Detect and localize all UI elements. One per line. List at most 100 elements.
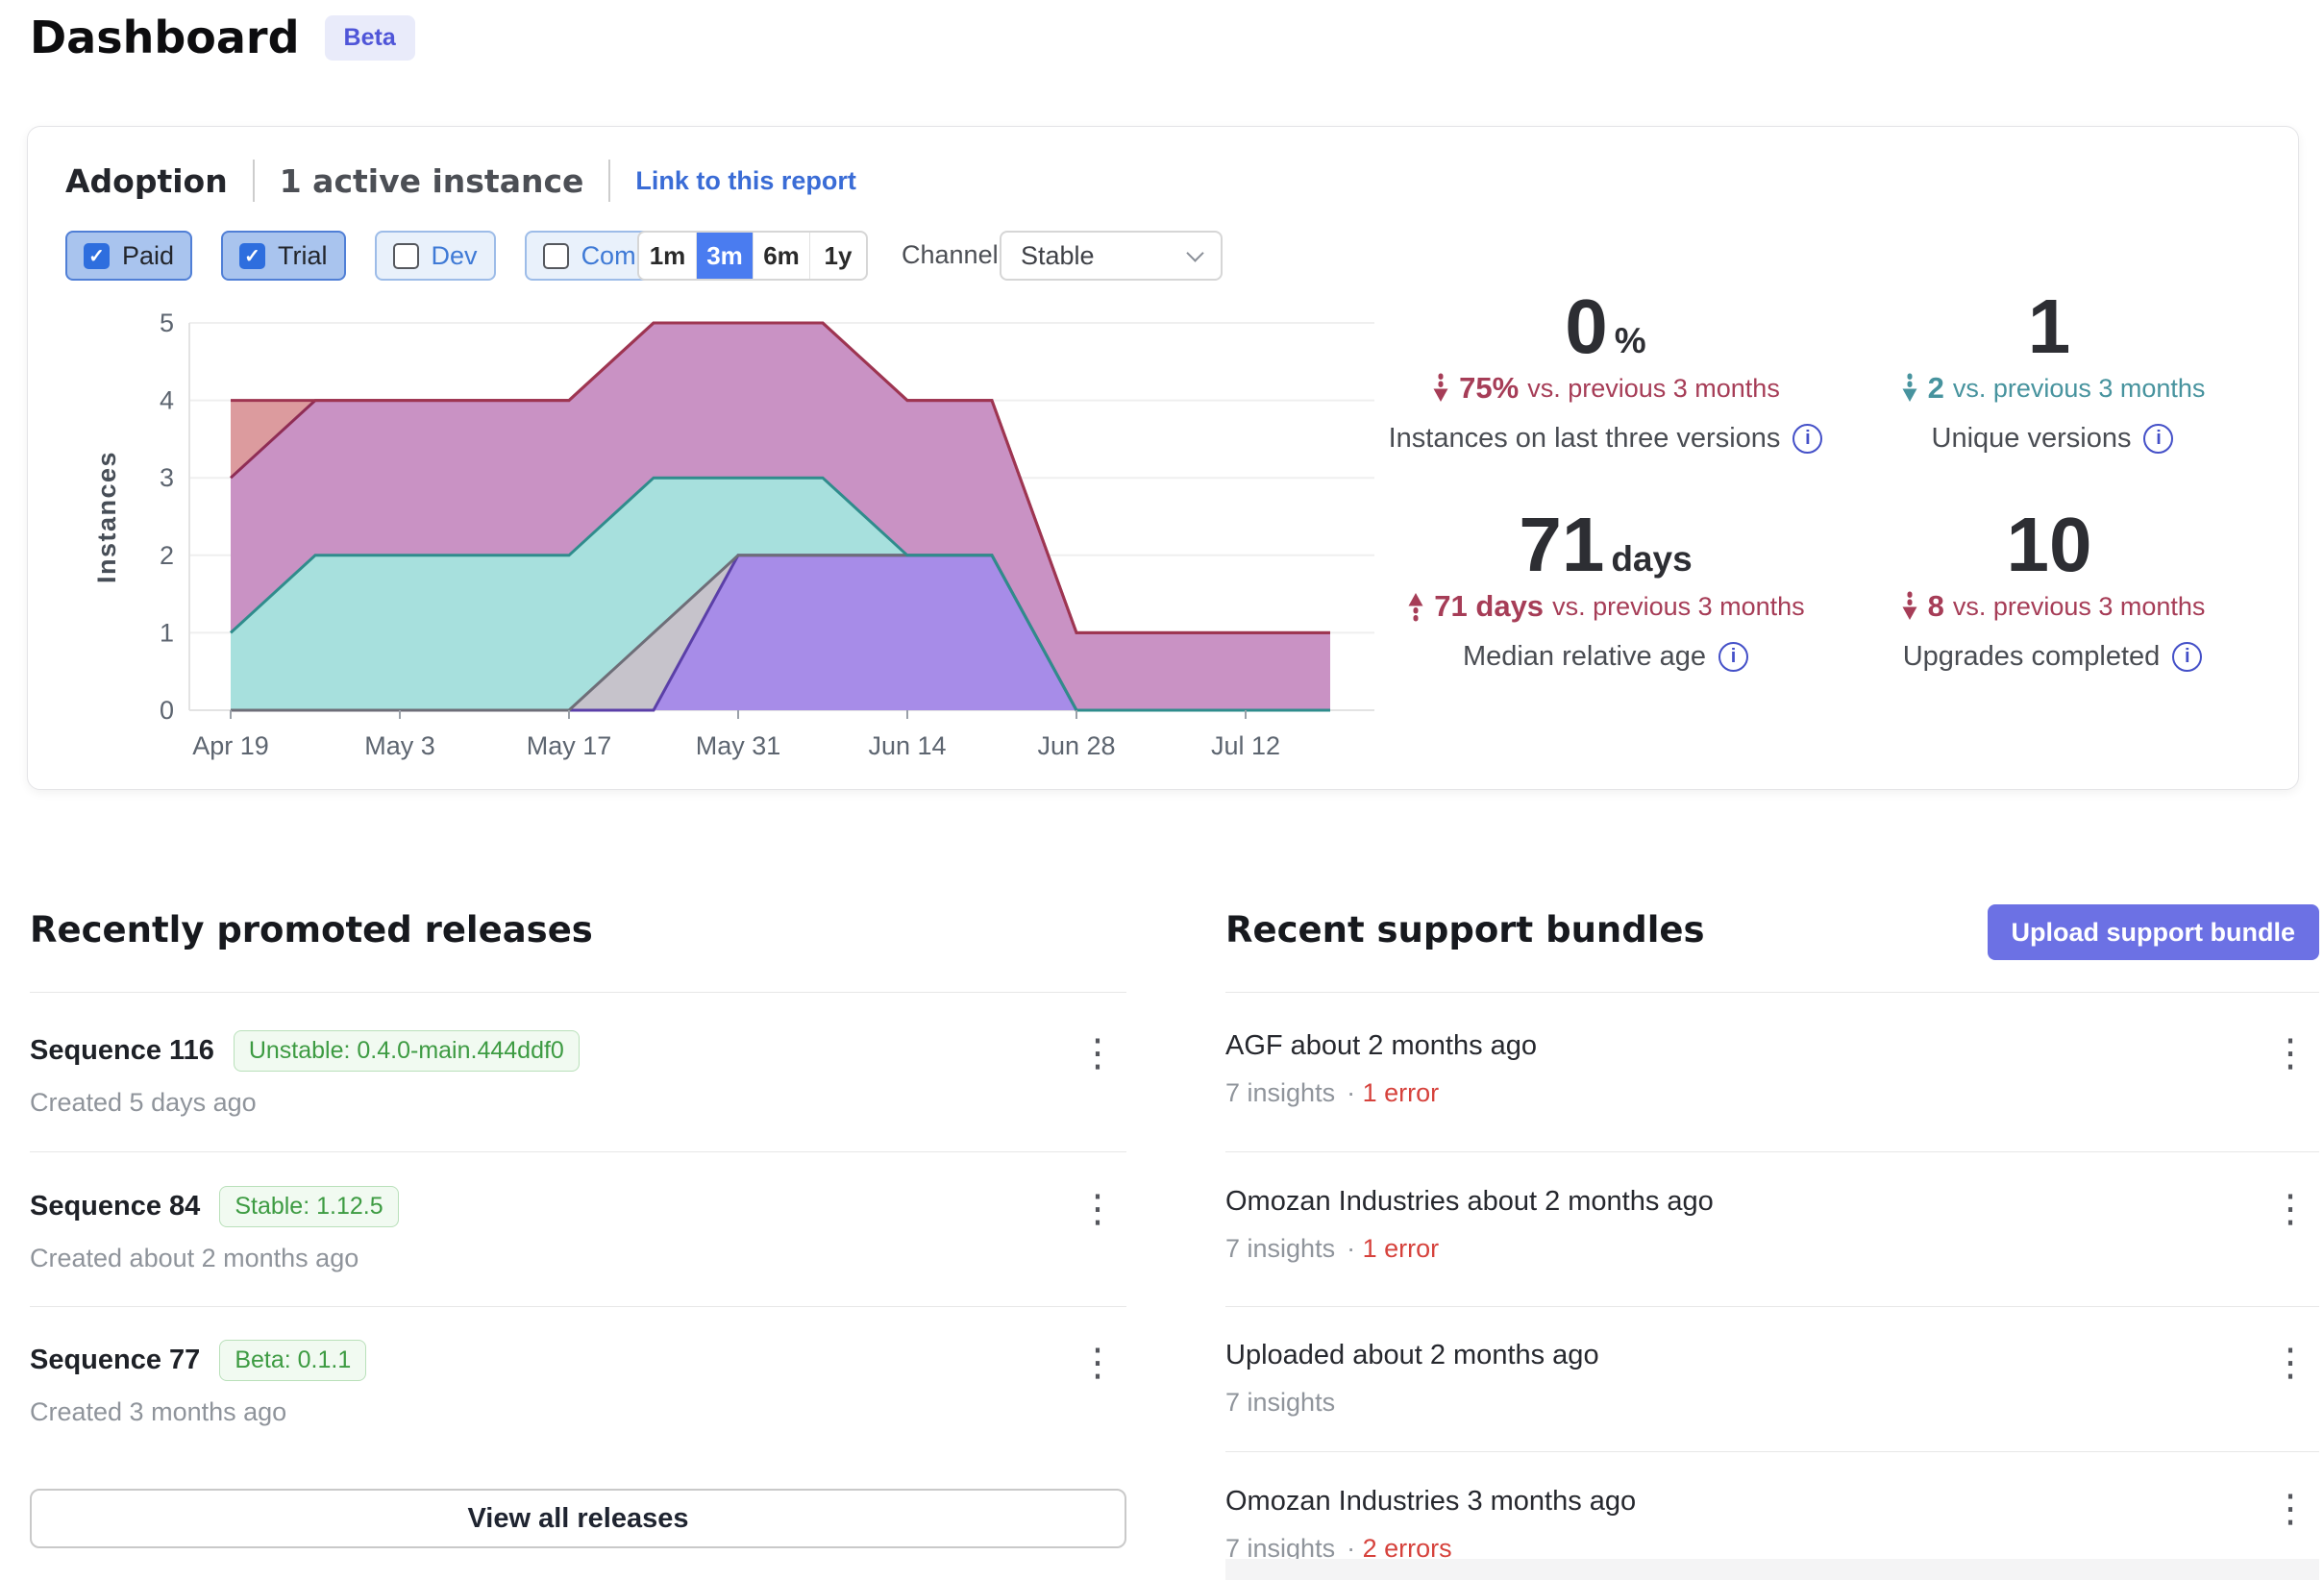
filter-label: Paid [122,240,175,270]
stat-change-value: 2 [1927,371,1944,405]
channel-select[interactable]: Stable [1000,231,1223,281]
next-row-partial [1225,1559,2319,1580]
svg-text:Instances: Instances [92,451,121,583]
kebab-menu-icon[interactable]: ⋮ [1078,1031,1117,1075]
bundle-insights: 7 insights [1225,1234,1336,1263]
release-title: Sequence 77 [30,1345,201,1375]
divider [608,160,611,202]
release-channel-badge: Unstable: 0.4.0-main.444ddf0 [233,1030,580,1072]
svg-text:4: 4 [160,386,174,415]
kebab-menu-icon[interactable]: ⋮ [1078,1187,1117,1231]
stat-label: Unique versions [1931,423,2132,454]
adoption-chart: Apr 19 May 3 May 17 May 31 Jun 14 Jun 28 Jul 1… [87,308,1394,769]
support-bundle-row: Uploaded about 2 months ago 7 insights ⋮ [1225,1340,2319,1418]
svg-text:5: 5 [160,309,174,337]
release-channel-badge: Stable: 1.12.5 [219,1186,399,1227]
bundle-error-count: 1 error [1362,1234,1440,1263]
range-button-3m[interactable]: 3m [696,233,753,279]
releases-heading: Recently promoted releases [30,909,593,950]
stat-unit: days [1611,539,1693,579]
stat-number: 71 [1519,502,1605,587]
range-button-1y[interactable]: 1y [809,233,866,279]
support-bundles-section: Recent support bundles Upload support bu… [1225,904,2319,1580]
release-created: Created 3 months ago [30,1397,287,1426]
support-bundle-row: AGF about 2 months ago 7 insights · 1 er… [1225,1030,2319,1108]
link-to-report[interactable]: Link to this report [635,165,856,195]
bundle-title: AGF about 2 months ago [1225,1030,1538,1061]
stat-instances-last-three-versions: 0 % 75% vs. previous 3 months Instances … [1382,286,1829,455]
svg-text:May 31: May 31 [696,731,781,760]
bundle-error-group: · 1 error [1347,1078,1439,1108]
stat-number: 0 [1565,284,1608,369]
bundle-insights: 7 insights [1225,1534,1336,1563]
info-icon[interactable]: i [1718,642,1749,672]
bundle-title: Omozan Industries 3 months ago [1225,1486,1637,1517]
kebab-menu-icon[interactable]: ⋮ [1078,1341,1117,1385]
info-icon[interactable]: i [2143,424,2174,454]
stat-change-suffix: vs. previous 3 months [1952,373,2206,403]
stat-change: 8 vs. previous 3 months [1900,589,2206,624]
page-header: Dashboard Beta [30,12,415,63]
range-button-6m[interactable]: 6m [753,233,809,279]
release-created: Created about 2 months ago [30,1244,359,1272]
view-all-releases-button[interactable]: View all releases [30,1489,1126,1548]
kebab-menu-icon[interactable]: ⋮ [2271,1031,2310,1075]
bundle-error-group: · 1 error [1347,1234,1439,1264]
checkbox-icon[interactable] [239,242,266,269]
kebab-menu-icon[interactable]: ⋮ [2271,1487,2310,1531]
stat-change-suffix: vs. previous 3 months [1527,373,1780,403]
channel-selected-value: Stable [1021,240,1095,270]
divider [1225,1306,2319,1307]
filter-pill-dev[interactable]: Dev [374,231,496,281]
support-bundles-heading: Recent support bundles [1225,909,1705,950]
divider [1225,1151,2319,1152]
trend-arrow-icon [1900,373,1919,404]
bundle-title: Uploaded about 2 months ago [1225,1340,1599,1370]
chevron-down-icon [1186,243,1204,262]
bundle-error-group: · 2 errors [1347,1534,1452,1564]
filter-label: Trial [278,240,328,270]
bundle-insights: 7 insights [1225,1078,1336,1107]
adoption-stats-grid: 0 % 75% vs. previous 3 months Instances … [1382,286,2276,673]
release-row: Sequence 84 Stable: 1.12.5 Created about… [30,1186,1126,1273]
release-title: Sequence 116 [30,1035,214,1066]
stat-change-value: 8 [1927,589,1944,623]
svg-text:3: 3 [160,463,174,492]
bundle-error-count: 1 error [1362,1078,1440,1107]
info-icon[interactable]: i [1792,424,1823,454]
info-icon[interactable]: i [2172,642,2203,672]
support-bundle-row: Omozan Industries about 2 months ago 7 i… [1225,1186,2319,1264]
page-title: Dashboard [30,12,300,63]
upload-support-bundle-button[interactable]: Upload support bundle [1987,904,2319,960]
svg-text:0: 0 [160,696,174,725]
svg-text:1: 1 [160,618,174,647]
divider [1225,1451,2319,1452]
adoption-header: Adoption 1 active instance Link to this … [65,160,856,202]
divider [252,160,255,202]
divider [30,1306,1126,1307]
release-channel-badge: Beta: 0.1.1 [219,1340,367,1381]
kebab-menu-icon[interactable]: ⋮ [2271,1187,2310,1231]
stat-label: Median relative age [1462,641,1707,672]
releases-section: Recently promoted releases Sequence 116 … [30,909,1126,1574]
filter-pill-paid[interactable]: Paid [65,231,193,281]
checkbox-icon[interactable] [392,242,419,269]
filter-pill-trial[interactable]: Trial [221,231,346,281]
dot-separator: · [1347,1234,1356,1263]
checkbox-icon[interactable] [542,242,569,269]
checkbox-icon[interactable] [84,242,110,269]
stat-change-suffix: vs. previous 3 months [1952,591,2206,621]
kebab-menu-icon[interactable]: ⋮ [2271,1341,2310,1385]
divider [30,992,1126,993]
stat-change-suffix: vs. previous 3 months [1552,591,1805,621]
stat-change: 2 vs. previous 3 months [1900,371,2206,406]
range-button-1m[interactable]: 1m [649,240,686,270]
svg-text:May 17: May 17 [527,731,612,760]
trend-arrow-icon [1900,591,1919,622]
stat-change: 75% vs. previous 3 months [1431,371,1780,406]
adoption-chart-svg: Apr 19 May 3 May 17 May 31 Jun 14 Jun 28 Jul 1… [92,309,1374,760]
stat-label: Upgrades completed [1902,641,2161,672]
dot-separator: · [1347,1534,1356,1563]
support-bundle-row: Omozan Industries 3 months ago 7 insight… [1225,1486,2319,1564]
stat-change-value: 75% [1459,371,1520,405]
